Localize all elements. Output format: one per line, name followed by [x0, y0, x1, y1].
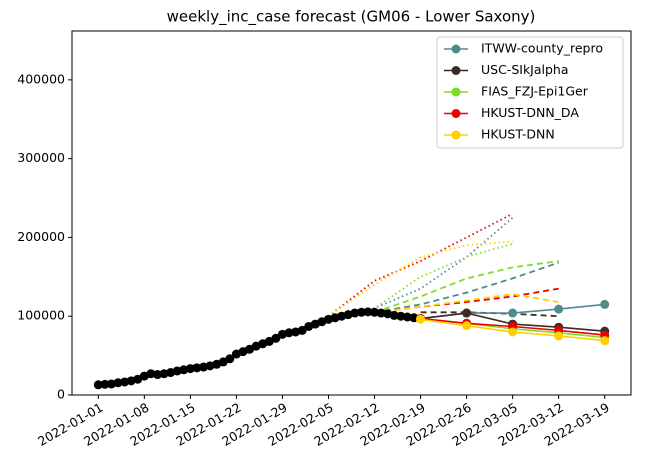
dotted-line: [328, 217, 514, 318]
truth-point: [100, 379, 110, 389]
truth-point: [225, 354, 235, 364]
y-tick-label: 400000: [17, 71, 65, 86]
y-tick-label: 300000: [17, 150, 65, 165]
legend-box: [436, 36, 624, 149]
series-point: [416, 314, 426, 324]
series-point: [462, 321, 472, 331]
truth-point: [284, 328, 294, 338]
series-point: [462, 308, 472, 318]
truth-point: [370, 307, 380, 317]
legend-marker: [451, 87, 461, 97]
legend-marker: [451, 66, 461, 75]
chart-title: weekly_inc_case forecast (GM06 - Lower S…: [167, 8, 536, 27]
truth-point: [113, 378, 123, 388]
dashed-line: [420, 311, 559, 318]
series-point: [508, 308, 518, 318]
series-point: [554, 331, 564, 341]
truth-point: [93, 380, 103, 390]
legend-label: HKUST-DNN_DA: [481, 105, 579, 120]
truth-point: [146, 369, 156, 379]
truth-point: [396, 311, 406, 321]
dashed-line: [374, 293, 559, 314]
legend-label: FIAS_FZJ-Epi1Ger: [481, 84, 589, 99]
dotted-line: [328, 242, 513, 318]
truth-point: [356, 307, 366, 317]
series-point: [508, 327, 518, 337]
dashed-line: [374, 260, 559, 314]
legend-marker: [451, 130, 461, 140]
truth-point: [376, 308, 386, 318]
truth-point: [185, 364, 195, 374]
truth-point: [297, 325, 307, 335]
legend-label: ITWW-county_repro: [481, 41, 603, 56]
dotted-line: [327, 240, 513, 317]
dotted-line: [327, 212, 514, 317]
legend-marker: [451, 109, 461, 118]
truth-point: [402, 312, 412, 322]
series-point: [600, 336, 610, 346]
plot-frame: [71, 30, 632, 396]
legend-label: USC-SIkJalpha: [481, 62, 569, 77]
truth-point: [152, 370, 162, 380]
truth-point: [192, 363, 202, 373]
y-tick-label: 100000: [17, 308, 65, 323]
series-point: [554, 304, 564, 314]
series-point: [600, 299, 610, 309]
truth-point: [271, 333, 281, 343]
dashed-line: [374, 261, 559, 314]
legend-label: HKUST-DNN: [481, 127, 555, 142]
y-tick-label: 200000: [17, 229, 65, 244]
y-tick-label: 0: [57, 387, 65, 402]
legend-marker: [451, 44, 461, 54]
truth-point: [350, 308, 360, 318]
truth-point: [389, 310, 399, 320]
truth-point: [363, 307, 373, 317]
